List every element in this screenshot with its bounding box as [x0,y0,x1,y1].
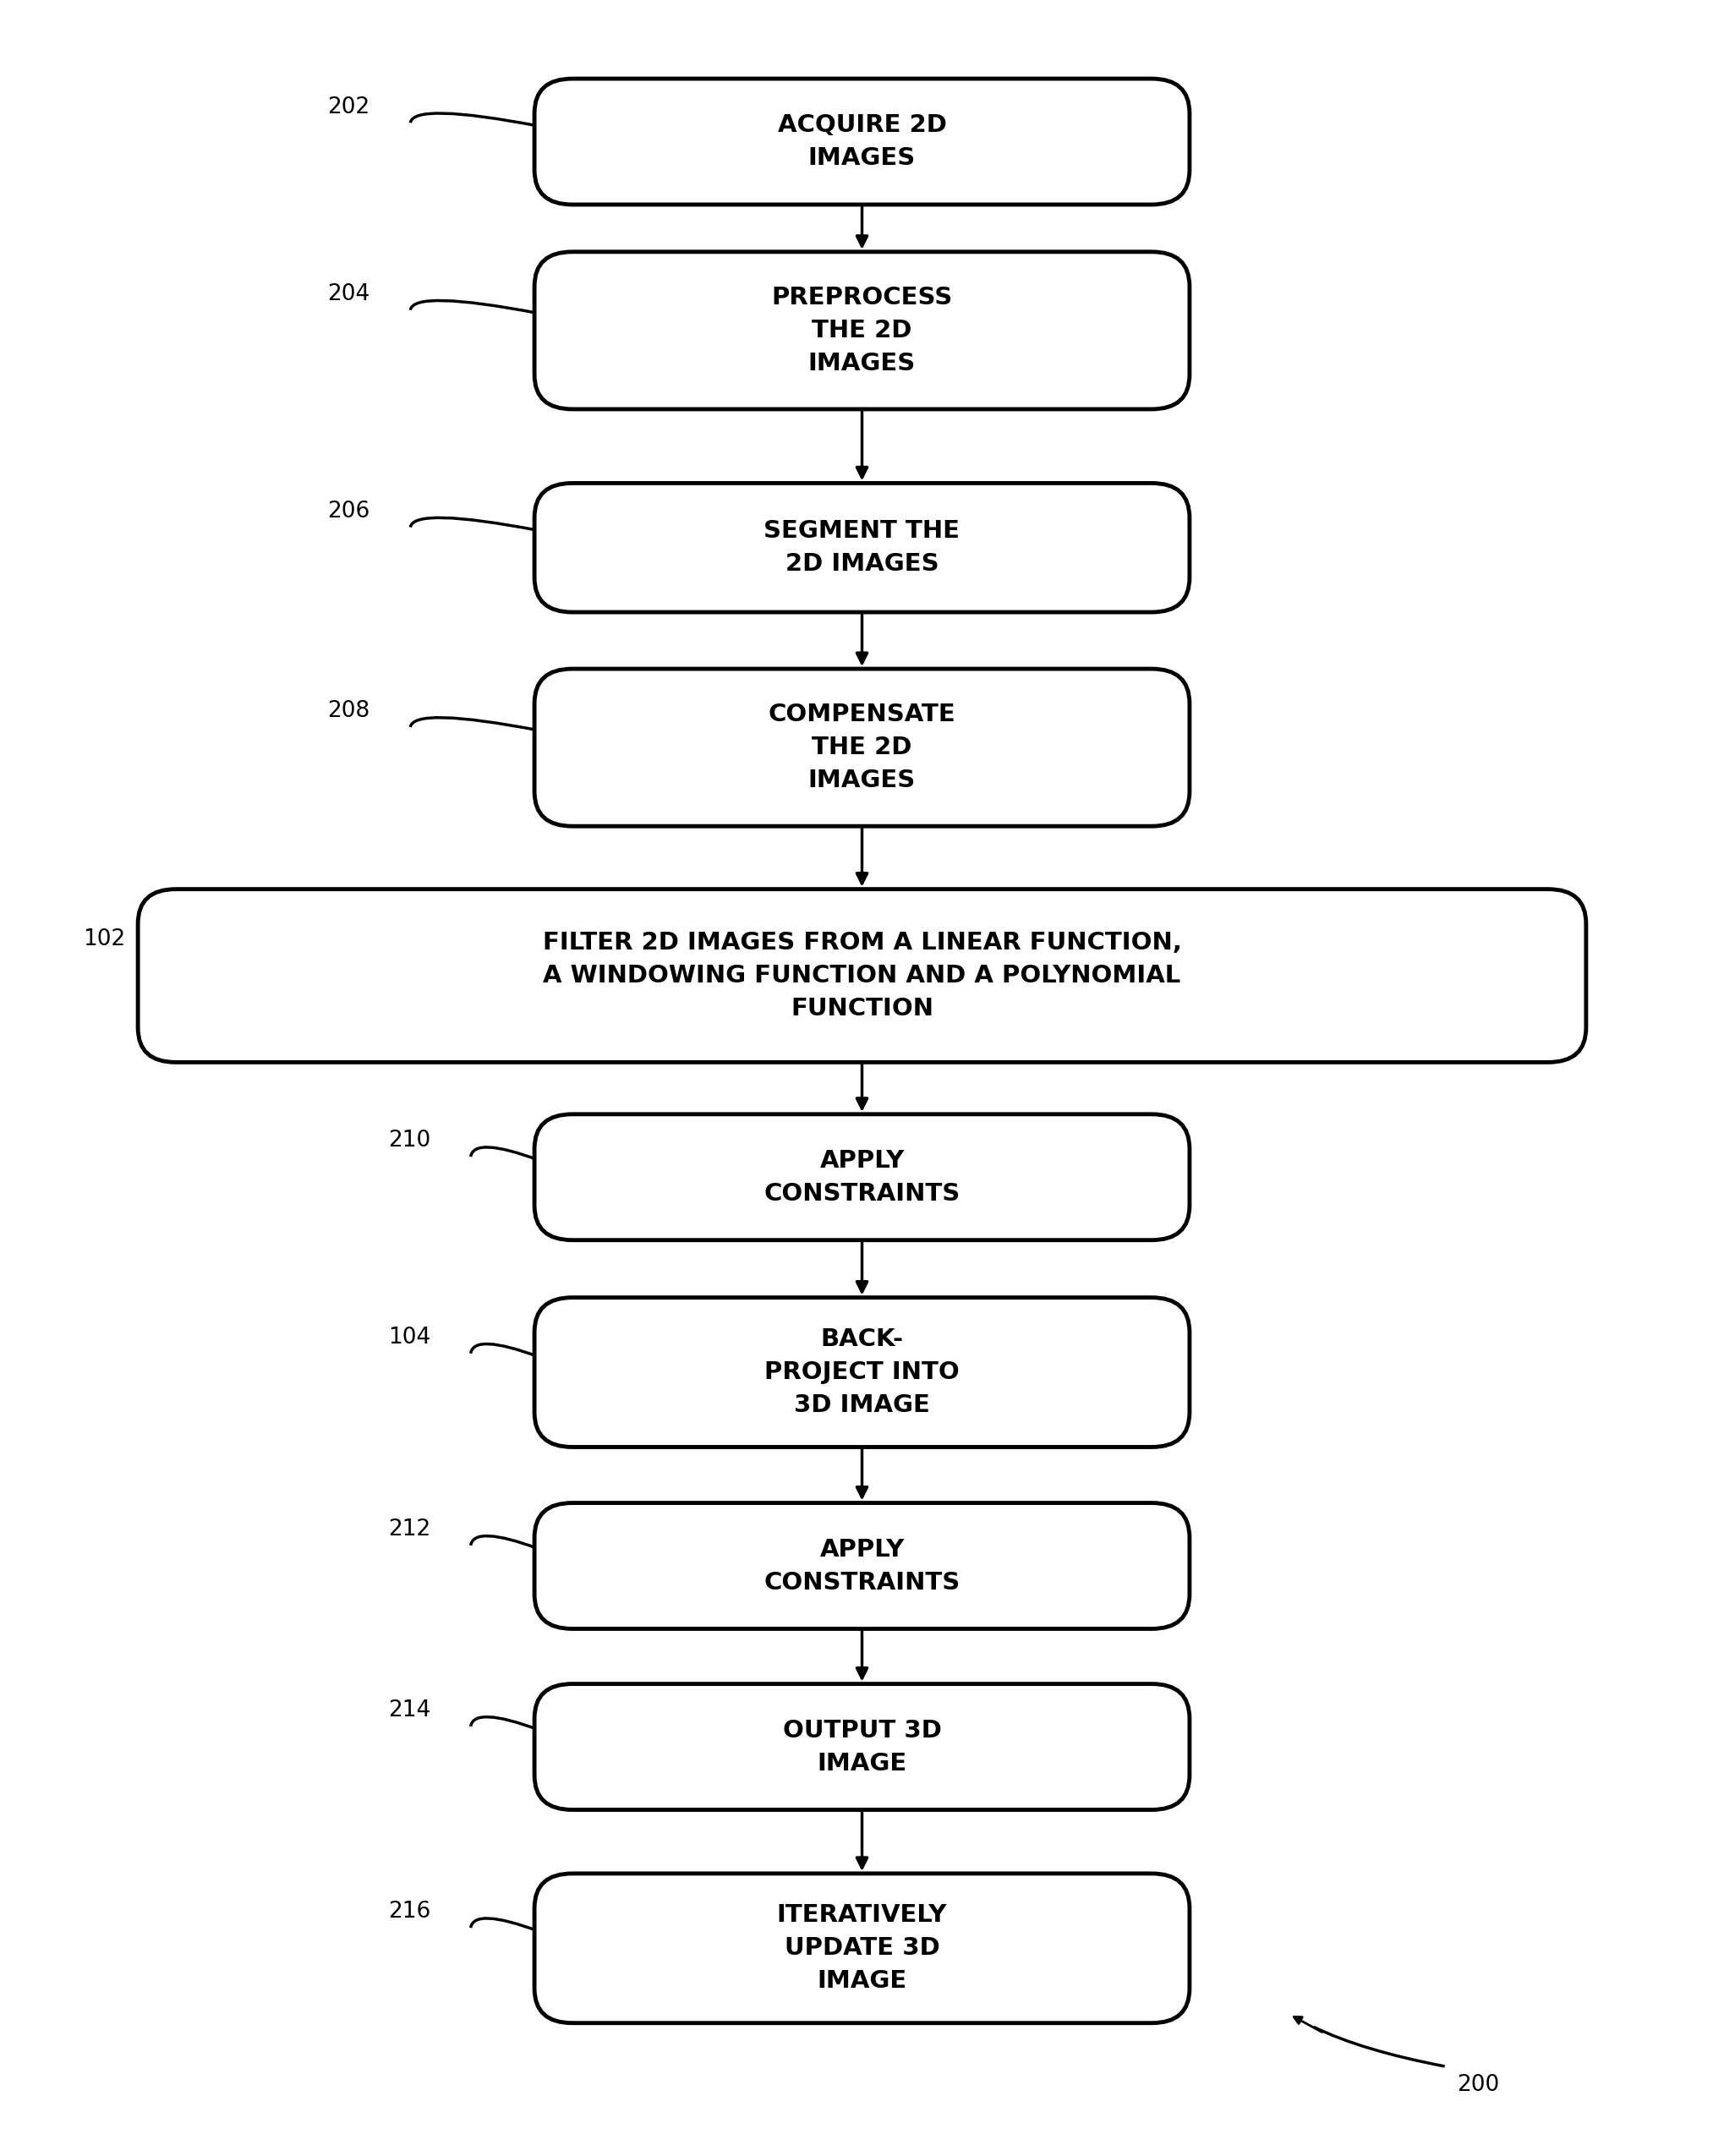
Text: COMPENSATE
THE 2D
IMAGES: COMPENSATE THE 2D IMAGES [769,703,955,791]
FancyBboxPatch shape [534,1503,1190,1628]
Text: 206: 206 [328,500,371,522]
FancyBboxPatch shape [534,78,1190,205]
Text: 204: 204 [328,282,371,306]
Text: 212: 212 [388,1518,431,1542]
Text: ITERATIVELY
UPDATE 3D
IMAGE: ITERATIVELY UPDATE 3D IMAGE [778,1904,946,1992]
FancyBboxPatch shape [534,1684,1190,1809]
Text: APPLY
CONSTRAINTS: APPLY CONSTRAINTS [764,1537,960,1593]
Text: FILTER 2D IMAGES FROM A LINEAR FUNCTION,
A WINDOWING FUNCTION AND A POLYNOMIAL
F: FILTER 2D IMAGES FROM A LINEAR FUNCTION,… [543,931,1181,1020]
Text: OUTPUT 3D
IMAGE: OUTPUT 3D IMAGE [783,1718,941,1774]
Text: 210: 210 [388,1130,431,1151]
FancyBboxPatch shape [534,1298,1190,1447]
Text: APPLY
CONSTRAINTS: APPLY CONSTRAINTS [764,1149,960,1205]
Text: 208: 208 [328,701,371,722]
Text: BACK-
PROJECT INTO
3D IMAGE: BACK- PROJECT INTO 3D IMAGE [764,1328,960,1416]
FancyBboxPatch shape [534,1874,1190,2022]
FancyBboxPatch shape [138,888,1586,1063]
Text: PREPROCESS
THE 2D
IMAGES: PREPROCESS THE 2D IMAGES [771,287,953,375]
Text: 104: 104 [388,1326,431,1350]
Text: ACQUIRE 2D
IMAGES: ACQUIRE 2D IMAGES [778,114,946,170]
Text: 216: 216 [388,1902,431,1923]
Text: 102: 102 [83,929,126,951]
FancyBboxPatch shape [534,668,1190,826]
Text: 200: 200 [1457,2074,1500,2096]
Text: 214: 214 [388,1699,431,1723]
Text: SEGMENT THE
2D IMAGES: SEGMENT THE 2D IMAGES [764,520,960,576]
FancyBboxPatch shape [534,483,1190,612]
FancyBboxPatch shape [534,1115,1190,1240]
Text: 202: 202 [328,97,371,119]
FancyBboxPatch shape [534,252,1190,410]
